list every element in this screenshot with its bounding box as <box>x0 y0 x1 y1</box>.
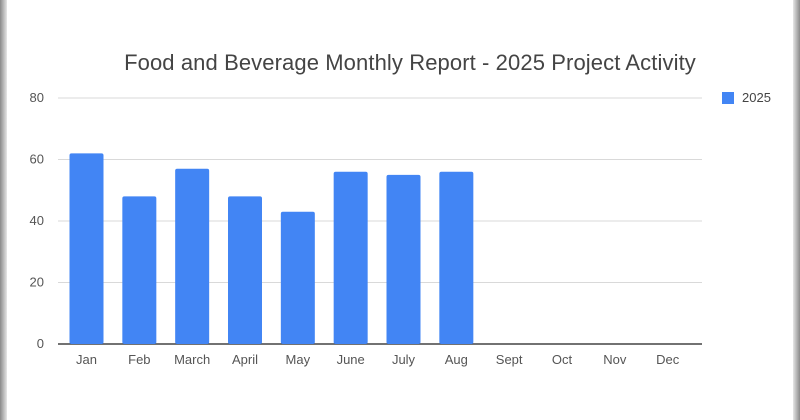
y-tick-label: 60 <box>30 152 44 167</box>
y-tick-label: 0 <box>37 336 44 351</box>
legend-swatch <box>722 91 734 104</box>
x-tick-label: July <box>392 352 416 367</box>
y-tick-label: 80 <box>30 90 44 105</box>
bar-june <box>333 171 368 344</box>
bars <box>69 153 474 344</box>
y-tick-label: 40 <box>30 213 44 228</box>
bar-aug <box>439 171 474 344</box>
x-tick-label: Dec <box>656 352 680 367</box>
x-tick-label: Aug <box>445 352 468 367</box>
x-tick-label: Oct <box>552 352 573 367</box>
bar-july <box>386 174 421 344</box>
x-tick-label: March <box>174 352 210 367</box>
x-tick-label: June <box>337 352 365 367</box>
x-tick-label: Nov <box>603 352 627 367</box>
x-tick-label: Sept <box>496 352 523 367</box>
x-tick-label: May <box>286 352 311 367</box>
bar-jan <box>69 153 104 344</box>
legend-label: 2025 <box>742 90 771 105</box>
chart-title: Food and Beverage Monthly Report - 2025 … <box>124 50 696 75</box>
bar-april <box>228 196 262 344</box>
x-tick-label: April <box>232 352 258 367</box>
legend: 2025 <box>722 90 771 105</box>
y-axis-ticks: 0 20 40 60 80 <box>30 90 44 351</box>
bar-feb <box>122 196 157 344</box>
bar-march <box>175 168 210 344</box>
y-tick-label: 20 <box>30 275 44 290</box>
x-axis-ticks: Jan Feb March April May June July Aug Sept Oct Nov… <box>76 352 680 367</box>
gridlines <box>58 97 702 345</box>
left-frame-edge <box>0 0 7 420</box>
x-tick-label: Jan <box>76 352 97 367</box>
bar-may <box>280 211 315 344</box>
x-tick-label: Feb <box>128 352 150 367</box>
right-frame-edge <box>793 0 800 420</box>
